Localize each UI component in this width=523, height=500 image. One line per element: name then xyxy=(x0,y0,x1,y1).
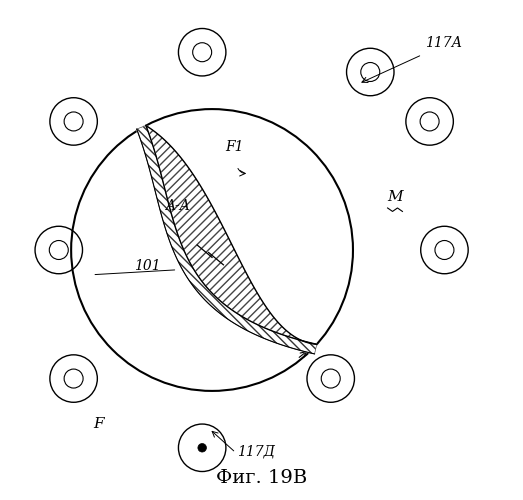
Circle shape xyxy=(307,355,355,403)
Circle shape xyxy=(50,355,97,403)
Circle shape xyxy=(347,48,394,96)
Circle shape xyxy=(178,28,226,76)
Circle shape xyxy=(50,98,97,145)
Text: M: M xyxy=(387,190,403,203)
Text: F: F xyxy=(93,417,104,431)
Text: F1: F1 xyxy=(225,140,244,154)
Text: 101: 101 xyxy=(134,259,161,273)
Polygon shape xyxy=(137,126,317,354)
Text: Фиг. 19B: Фиг. 19B xyxy=(216,470,307,488)
Text: A-A: A-A xyxy=(165,200,190,213)
Circle shape xyxy=(35,226,83,274)
Circle shape xyxy=(178,424,226,472)
Polygon shape xyxy=(137,126,317,354)
Circle shape xyxy=(420,226,468,274)
Text: 117А: 117А xyxy=(425,36,462,51)
Circle shape xyxy=(198,444,207,452)
Text: 117Д: 117Д xyxy=(237,444,275,458)
Circle shape xyxy=(406,98,453,145)
